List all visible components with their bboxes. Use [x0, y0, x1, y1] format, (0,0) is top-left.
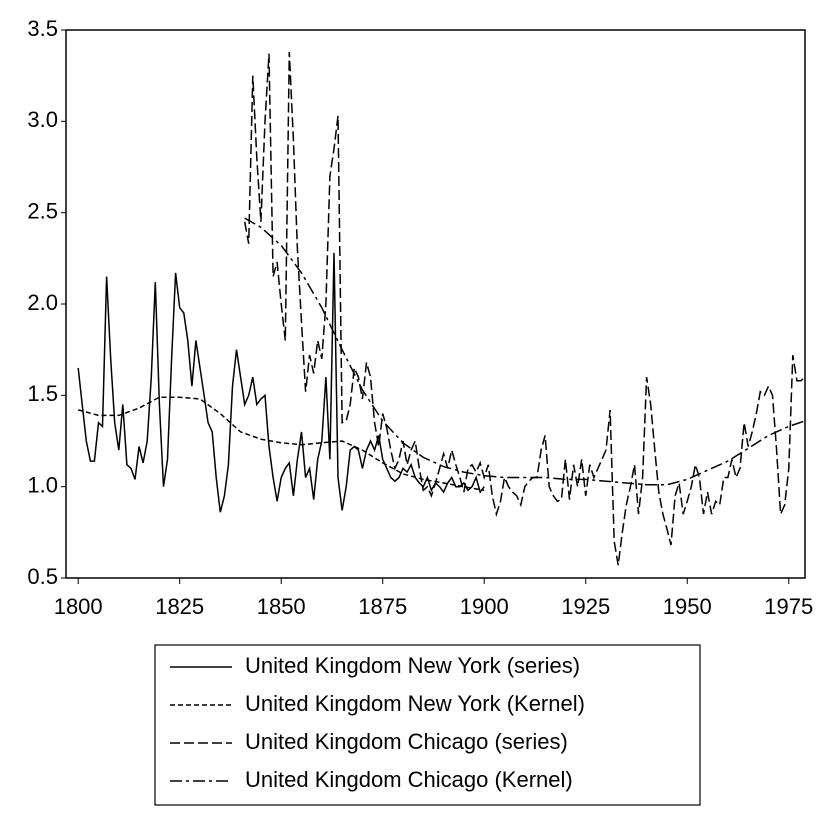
legend-label: United Kingdom New York (Kernel) — [245, 691, 585, 716]
x-tick-label: 1825 — [155, 594, 204, 619]
legend-box — [154, 644, 701, 806]
y-tick-label: 3.5 — [27, 16, 58, 41]
series-line — [77, 252, 485, 513]
series-line — [243, 51, 806, 566]
x-tick-label: 1900 — [460, 594, 509, 619]
x-tick-label: 1950 — [663, 594, 712, 619]
y-tick-label: 1.0 — [27, 472, 58, 497]
legend-label: United Kingdom Chicago (Kernel) — [245, 767, 573, 792]
y-tick-label: 1.5 — [27, 381, 58, 406]
y-tick-label: 0.5 — [27, 564, 58, 589]
x-tick-label: 1975 — [764, 594, 813, 619]
y-tick-label: 2.5 — [27, 198, 58, 223]
x-tick-label: 1925 — [561, 594, 610, 619]
y-tick-label: 3.0 — [27, 107, 58, 132]
x-tick-label: 1800 — [54, 594, 103, 619]
y-tick-label: 2.0 — [27, 290, 58, 315]
series-line — [244, 217, 806, 486]
legend-label: United Kingdom New York (series) — [245, 653, 580, 678]
x-tick-label: 1850 — [257, 594, 306, 619]
plot-frame — [65, 29, 806, 579]
x-tick-label: 1875 — [358, 594, 407, 619]
legend-label: United Kingdom Chicago (series) — [245, 729, 568, 754]
